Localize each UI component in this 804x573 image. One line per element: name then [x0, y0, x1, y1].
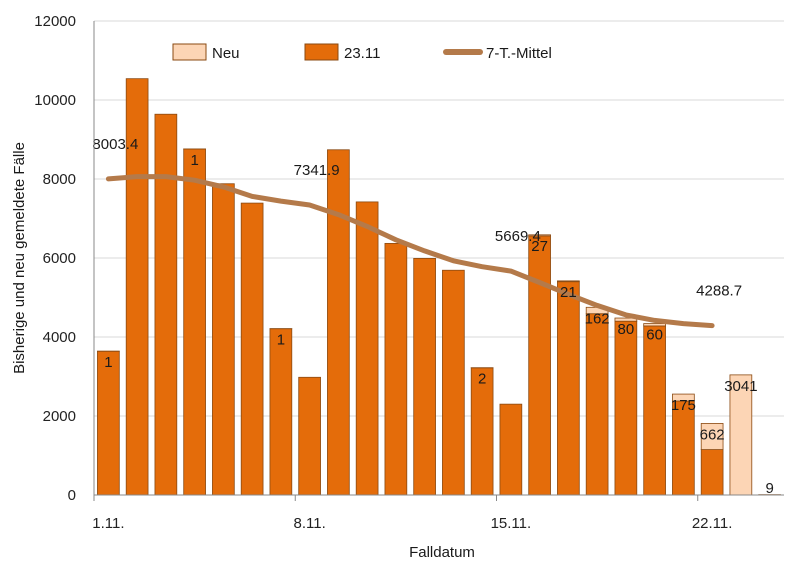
- new-cases-label: 1: [104, 354, 112, 371]
- bars: [97, 78, 781, 496]
- new-cases-label: 175: [671, 397, 696, 414]
- x-tick-label: 1.11.: [92, 515, 124, 532]
- bar-new: [614, 317, 638, 322]
- average-label: 5669.4: [495, 228, 541, 245]
- bar-new: [557, 280, 580, 283]
- bar-previous: [499, 403, 523, 496]
- bar-new: [700, 423, 724, 450]
- bar-previous: [585, 313, 609, 496]
- bar-previous: [154, 113, 178, 496]
- legend-swatch-new: [172, 43, 207, 61]
- bar-previous: [269, 328, 293, 496]
- bar-previous: [327, 149, 350, 496]
- new-cases-label: 21: [560, 284, 577, 301]
- average-label: 8003.4: [92, 136, 138, 153]
- y-tick-label: 8000: [43, 171, 76, 188]
- bar-previous: [557, 281, 580, 496]
- legend: Neu 23.11 7-T.-Mittel: [172, 43, 552, 62]
- bar-previous: [528, 235, 551, 496]
- legend-label-previous: 23.11: [344, 45, 380, 62]
- x-tick-label: 8.11.: [294, 515, 326, 532]
- y-tick-label: 4000: [43, 329, 76, 346]
- y-tick-label: 2000: [43, 408, 76, 425]
- new-cases-label: 3041: [724, 378, 757, 395]
- moving-average-path: [105, 174, 715, 329]
- y-tick-label: 10000: [34, 92, 76, 109]
- x-axis-title: Falldatum: [409, 544, 475, 561]
- average-label: 7341.9: [294, 162, 340, 179]
- bar-previous: [700, 449, 724, 496]
- axes: [93, 21, 784, 496]
- average-label: 4288.7: [696, 283, 742, 300]
- bar-previous: [97, 350, 120, 496]
- bar-previous: [672, 400, 695, 496]
- new-cases-label: 80: [618, 321, 635, 338]
- new-cases-label: 662: [700, 426, 725, 443]
- bar-previous: [614, 320, 638, 496]
- x-tick-label: 15.11.: [491, 515, 532, 532]
- y-tick-label: 0: [68, 487, 76, 504]
- bar-previous: [240, 202, 264, 496]
- y-axis-title: Bisherige und neu gemeldete Fälle: [11, 142, 28, 374]
- legend-swatch-previous: [304, 43, 339, 61]
- bar-previous: [413, 257, 436, 496]
- new-cases-label: 60: [646, 327, 663, 344]
- new-cases-label: 27: [531, 238, 548, 255]
- bar-previous: [212, 183, 235, 496]
- bar-new: [643, 323, 666, 327]
- bar-previous: [643, 325, 666, 496]
- new-cases-label: 1: [277, 332, 285, 349]
- new-cases-label: 162: [585, 310, 610, 327]
- bar-previous: [355, 201, 379, 496]
- bar-previous: [384, 242, 408, 496]
- x-axis-ticks: 1.11. 8.11. 15.11. 22.11.: [92, 495, 732, 532]
- new-cases-label: 1: [190, 152, 198, 169]
- legend-label-new: Neu: [212, 45, 240, 62]
- y-axis-ticks: 0 2000 4000 6000 8000 10000 12000: [34, 13, 76, 504]
- y-tick-label: 6000: [43, 250, 76, 267]
- legend-label-avg: 7-T.-Mittel: [486, 45, 552, 62]
- bar-new: [528, 234, 551, 237]
- bar-new: [672, 393, 695, 402]
- moving-average-line: [105, 174, 715, 329]
- new-cases-label: 2: [478, 371, 486, 388]
- bar-previous: [442, 269, 465, 496]
- x-tick-label: 22.11.: [692, 515, 733, 532]
- y-tick-label: 12000: [34, 13, 76, 30]
- bar-previous: [298, 376, 321, 496]
- new-cases-label: 9: [765, 480, 773, 497]
- bar-previous: [183, 148, 206, 496]
